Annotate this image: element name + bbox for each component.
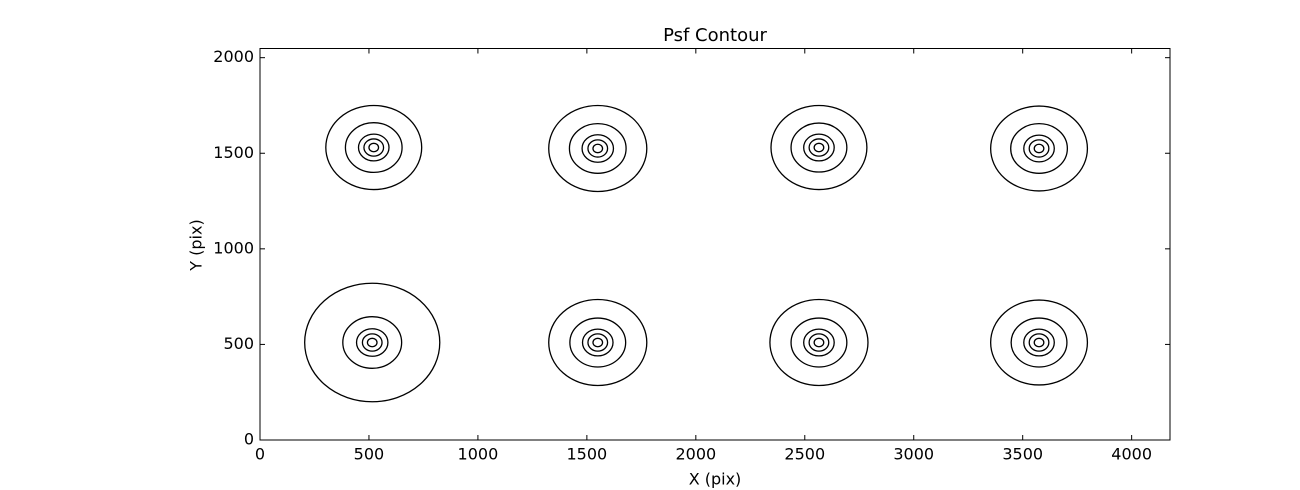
x-tick-label: 4000: [1111, 445, 1152, 464]
contour-line: [813, 337, 825, 348]
y-tick-label: 2000: [213, 47, 254, 66]
contour-line: [587, 333, 609, 352]
contour-line: [1028, 333, 1050, 352]
x-tick-label: 1000: [458, 445, 499, 464]
y-tick-label: 500: [223, 334, 254, 353]
x-tick-label: 3500: [1002, 445, 1043, 464]
x-tick-label: 1500: [567, 445, 608, 464]
contour-line: [1023, 134, 1055, 163]
contour-line: [548, 104, 648, 193]
contour-line: [581, 328, 614, 357]
contour-line: [357, 133, 390, 162]
contour-line: [342, 316, 403, 369]
x-tick-label: 0: [255, 445, 265, 464]
contour-line: [1033, 143, 1045, 154]
contour-line: [366, 337, 378, 348]
contour-line: [1033, 337, 1045, 348]
contour-line: [803, 133, 835, 162]
contour-line: [790, 317, 848, 368]
contour-line: [355, 328, 389, 357]
contour-line: [1028, 139, 1050, 158]
y-tick-label: 0: [244, 430, 254, 449]
contour-line: [1010, 317, 1068, 368]
contour-line: [569, 317, 627, 368]
contour-line: [368, 142, 380, 153]
contour-line: [344, 122, 403, 174]
contour-line: [325, 104, 423, 191]
contour-line: [808, 333, 830, 352]
contour-line: [769, 298, 869, 387]
x-axis-label: X (pix): [689, 470, 742, 489]
contour-line: [581, 134, 615, 163]
contour-line: [592, 337, 604, 348]
contour-line: [1023, 328, 1055, 357]
contour-line: [1010, 122, 1069, 174]
y-tick-label: 1000: [213, 238, 254, 257]
x-tick-label: 2000: [675, 445, 716, 464]
x-tick-label: 500: [354, 445, 385, 464]
y-axis-label: Y (pix): [187, 219, 206, 271]
contour-line: [568, 122, 627, 174]
contour-line: [770, 104, 868, 191]
contour-line: [803, 328, 835, 357]
contour-line: [587, 139, 609, 158]
contour-line: [790, 122, 848, 173]
contour-line: [361, 333, 383, 352]
plot-frame: [259, 48, 1171, 441]
contour-line: [592, 143, 604, 154]
x-tick-label: 3000: [893, 445, 934, 464]
contour-line: [813, 142, 825, 153]
contour-line: [363, 138, 385, 157]
contour-line: [990, 105, 1089, 192]
contour-line: [990, 299, 1089, 386]
x-tick-label: 2500: [784, 445, 825, 464]
contour-line: [304, 282, 441, 403]
chart-title: Psf Contour: [663, 25, 767, 46]
y-tick-label: 1500: [213, 143, 254, 162]
contour-line: [808, 138, 830, 157]
contour-line: [548, 298, 648, 387]
